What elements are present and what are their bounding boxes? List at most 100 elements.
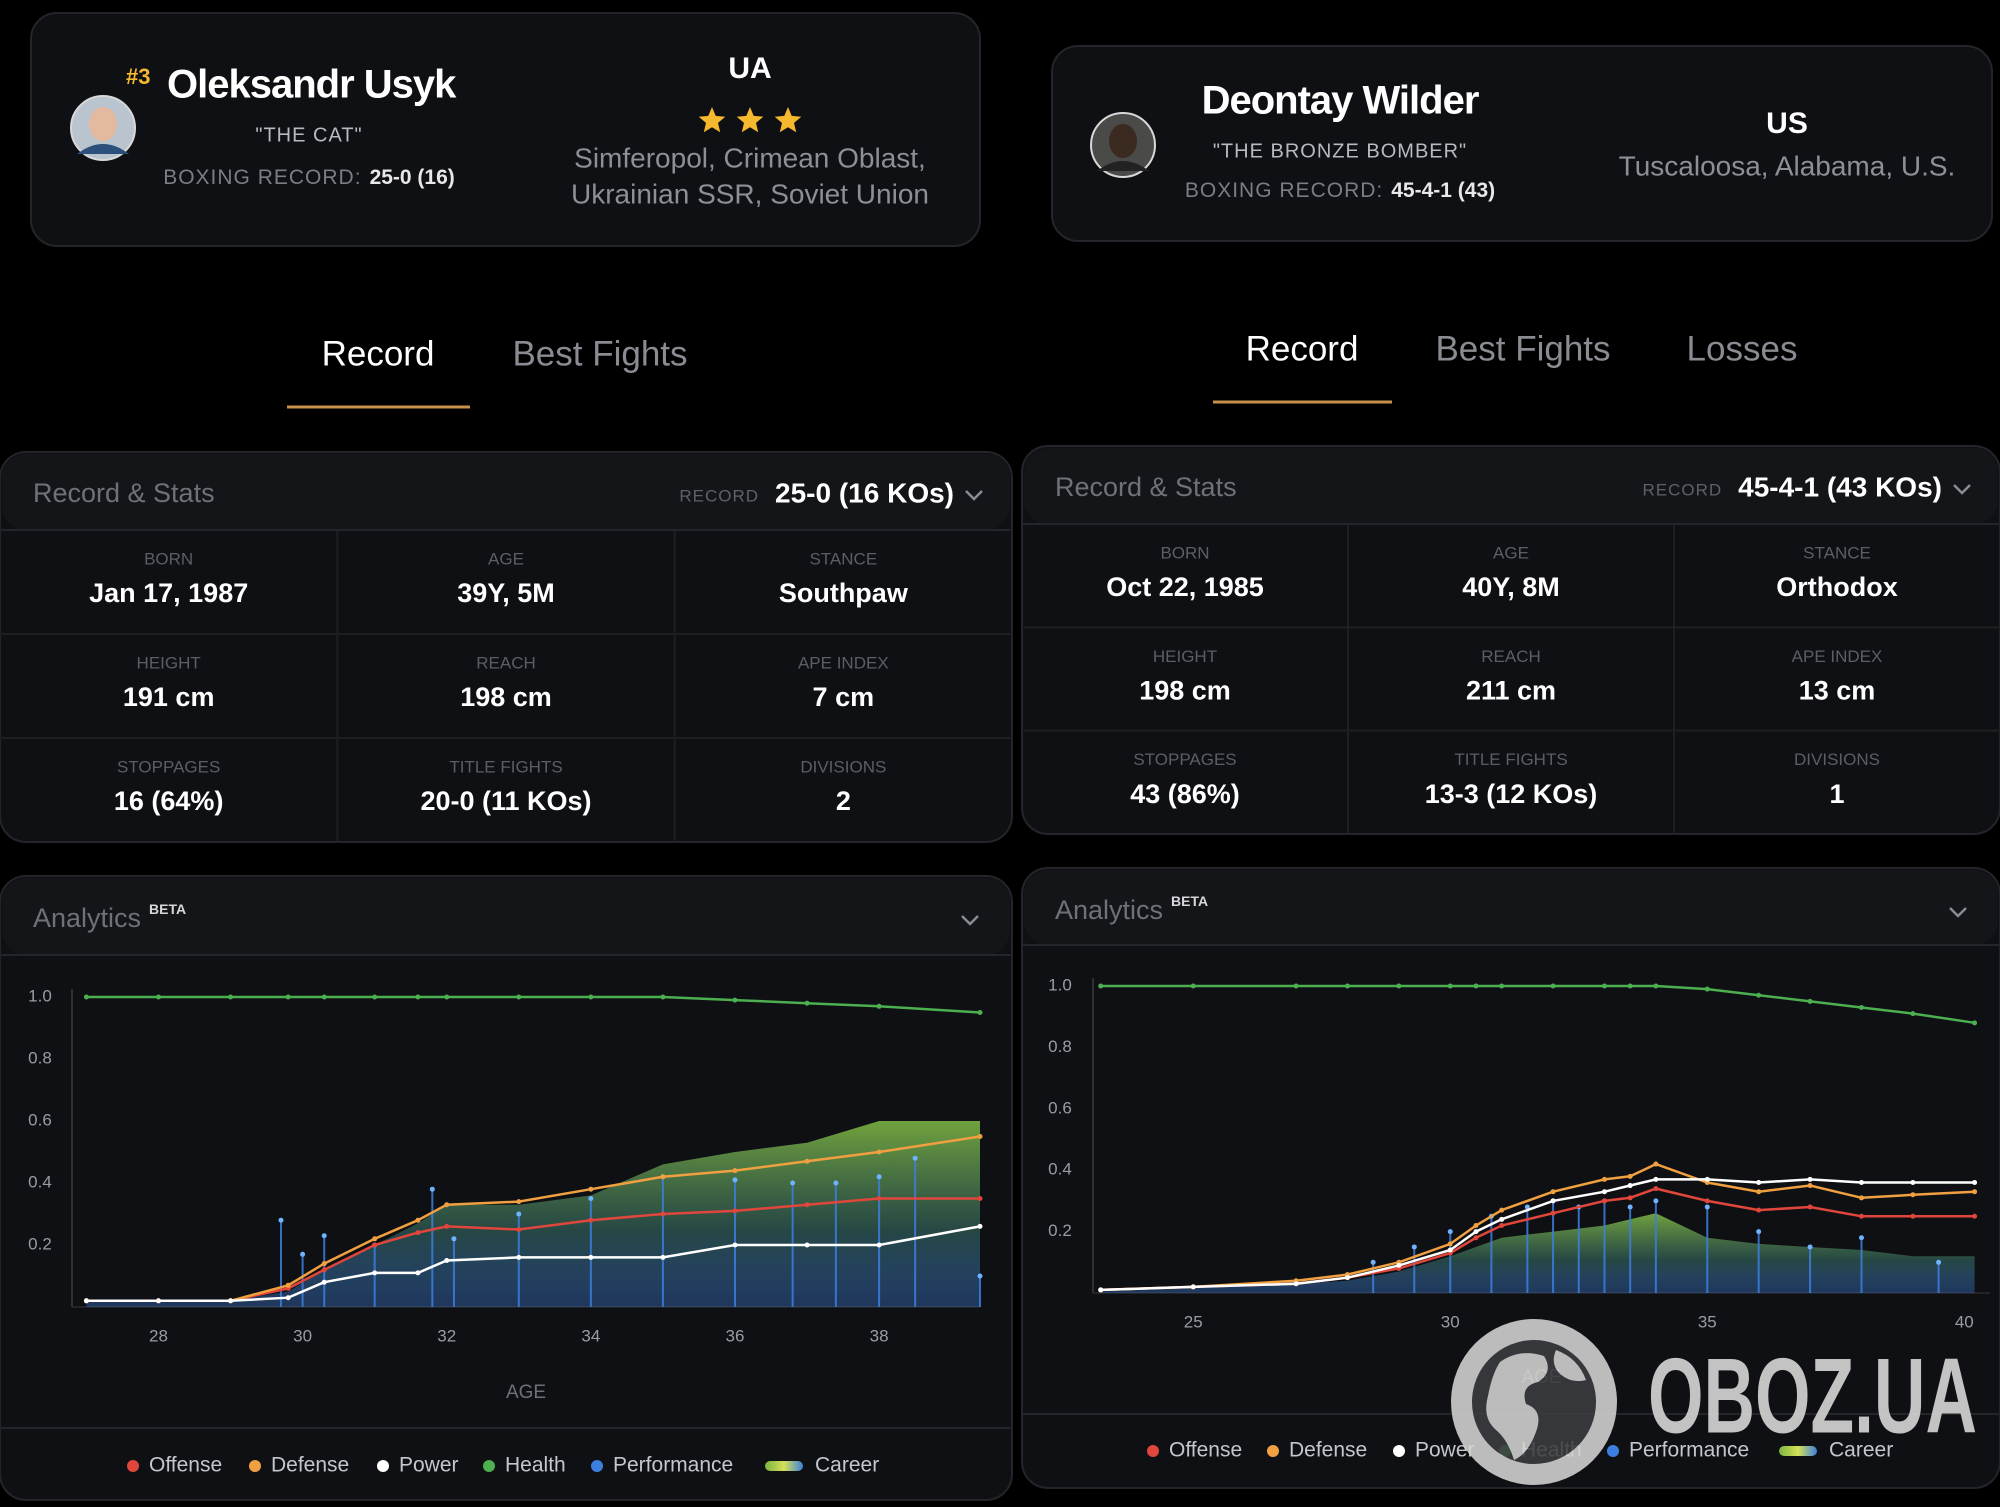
series-point — [1344, 983, 1350, 989]
series-point — [1447, 983, 1453, 989]
avatar-face — [1109, 124, 1137, 158]
series-point — [1910, 1213, 1916, 1219]
series-point — [1704, 1198, 1710, 1204]
series-point — [804, 1000, 810, 1006]
series-point — [1447, 1247, 1453, 1253]
x-axis-label: AGE — [506, 1382, 546, 1403]
record-label: BOXING RECORD: — [163, 166, 361, 189]
series-point — [321, 1267, 327, 1273]
series-point — [1473, 1222, 1479, 1228]
series-point — [415, 1217, 421, 1223]
tab[interactable]: Best Fights — [512, 334, 687, 373]
series-point — [1972, 1189, 1978, 1195]
tab[interactable]: Record — [1246, 329, 1359, 368]
y-tick-label: 0.6 — [28, 1110, 52, 1129]
analytics-header-bg — [1024, 870, 1998, 945]
avatar — [70, 95, 136, 161]
stat-label: TITLE FIGHTS — [449, 757, 562, 776]
stat-value: 211 cm — [1466, 675, 1556, 705]
series-point — [1499, 1216, 1505, 1222]
series-point — [588, 994, 594, 1000]
series-point — [876, 1196, 882, 1201]
series-point — [228, 1298, 234, 1304]
stat-label: TITLE FIGHTS — [1454, 750, 1567, 769]
series-point — [516, 1227, 522, 1232]
series-point — [1756, 1189, 1762, 1195]
y-tick-label: 0.6 — [1048, 1098, 1072, 1117]
stat-label: BORN — [144, 549, 193, 568]
stat-label: REACH — [476, 653, 536, 672]
series-point — [372, 1242, 378, 1248]
legend-label: Defense — [1289, 1439, 1367, 1462]
tab[interactable]: Best Fights — [1435, 329, 1610, 368]
series-point — [732, 1208, 738, 1214]
series-point — [444, 1223, 450, 1229]
performance-dot — [1756, 1229, 1762, 1235]
x-tick-label: 35 — [1698, 1312, 1717, 1331]
series-point — [804, 1202, 810, 1208]
chevron — [1949, 907, 1967, 918]
stat-label: APE INDEX — [798, 653, 889, 672]
legend-swatch — [377, 1460, 389, 1472]
legend-label: Offense — [1169, 1439, 1242, 1462]
series-point — [588, 1217, 594, 1223]
performance-dot — [321, 1233, 327, 1239]
stats-header-bg — [2, 454, 1010, 530]
stat-value: 13 cm — [1799, 675, 1876, 705]
series-point — [1910, 1192, 1916, 1198]
stat-value: 1 — [1829, 779, 1844, 809]
tab[interactable]: Record — [322, 334, 435, 373]
nickname: "THE CAT" — [255, 124, 362, 146]
stat-value: 16 (64%) — [114, 786, 224, 816]
boxing-record: BOXING RECORD: 25-0 (16) — [163, 166, 455, 189]
series-point — [1807, 1204, 1813, 1210]
series-point — [415, 994, 421, 1000]
chevron — [965, 490, 983, 501]
tab[interactable]: Losses — [1687, 329, 1798, 368]
performance-dot — [1524, 1204, 1530, 1210]
legend-swatch — [591, 1460, 603, 1472]
stats-card — [0, 451, 1013, 843]
legend-swatch — [1607, 1445, 1619, 1457]
series-point — [1756, 1207, 1762, 1213]
rating-star — [736, 107, 764, 133]
series-point — [1627, 1183, 1633, 1189]
series-point — [977, 1134, 983, 1139]
country: UA — [728, 52, 771, 85]
performance-dot — [1370, 1259, 1376, 1265]
chevron — [961, 915, 979, 926]
series-point — [588, 1186, 594, 1192]
performance-dot — [732, 1177, 738, 1183]
series-point — [321, 1279, 327, 1285]
fighter-name: Oleksandr Usyk — [167, 63, 457, 107]
x-tick-label: 25 — [1184, 1312, 1203, 1331]
series-point — [228, 994, 234, 1000]
series-point — [1396, 1262, 1402, 1268]
series-point — [732, 1242, 738, 1248]
series-point — [1344, 1275, 1350, 1281]
series-point — [83, 1298, 89, 1304]
stats-header-bg — [1024, 448, 1998, 524]
series-point — [516, 1254, 522, 1260]
legend-swatch — [249, 1460, 261, 1472]
performance-dot — [790, 1180, 796, 1186]
stats-title: Record & Stats — [1055, 472, 1237, 502]
performance-dot — [1704, 1204, 1710, 1210]
x-tick-label: 40 — [1955, 1312, 1974, 1331]
series-point — [1756, 1179, 1762, 1185]
series-point — [1601, 1198, 1607, 1204]
series-point — [1190, 1284, 1196, 1290]
series-point — [1627, 983, 1633, 989]
analytics-header-bg — [2, 878, 1010, 955]
series-point — [155, 1298, 161, 1304]
series-point — [1190, 983, 1196, 989]
legend-label: Career — [1829, 1439, 1893, 1462]
performance-dot — [300, 1251, 306, 1257]
stat-label: STANCE — [809, 549, 877, 568]
stat-value: 2 — [836, 786, 851, 816]
watermark-continent — [1486, 1350, 1586, 1460]
stat-value: 13-3 (12 KOs) — [1425, 779, 1598, 809]
fighter-header — [30, 12, 981, 247]
y-tick-label: 0.4 — [28, 1172, 52, 1191]
